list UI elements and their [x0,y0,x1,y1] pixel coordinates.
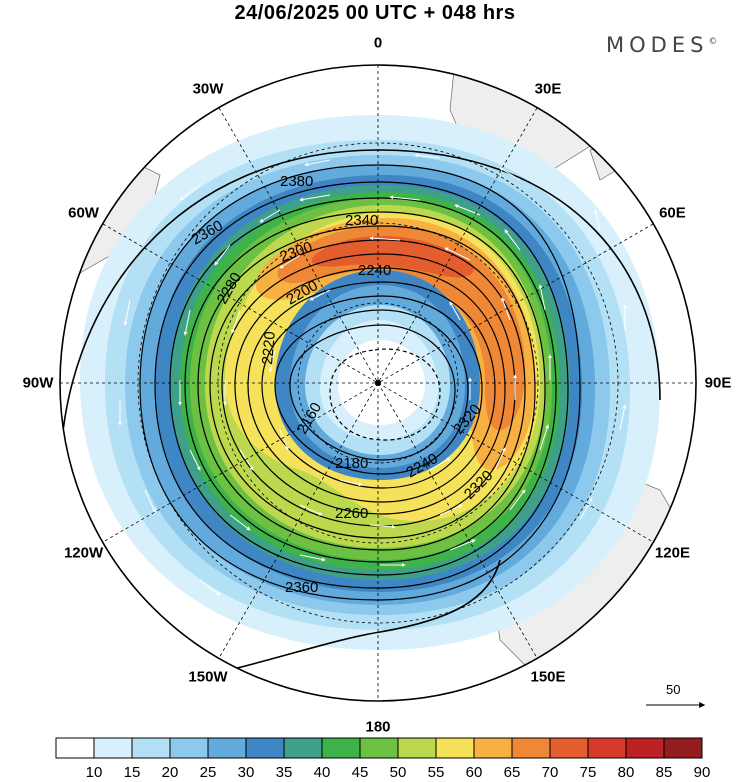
contour-label: 2380 [280,173,313,190]
colorbar-swatch [473,737,513,759]
height-contours [60,149,661,681]
brand-text: MODES [606,33,709,57]
colorbar-swatch [359,737,399,759]
vector-reference-arrow [646,702,706,708]
colorbar-swatch [169,737,209,759]
longitude-label-30W: 30W [192,80,224,98]
modes-logo: MODES© [606,33,717,57]
contour-label: 2220 [259,331,279,366]
longitude-label-60W: 60W [68,204,99,222]
colorbar-tick-label: 55 [427,764,445,781]
colorbar [55,737,703,759]
colorbar-tick-label: 90 [693,764,711,781]
colorbar-swatch [93,737,133,759]
colorbar-swatch [587,737,627,759]
colorbar-tick-label: 70 [541,764,559,781]
colorbar-tick-label: 25 [199,764,217,781]
colorbar-tick-label: 30 [237,764,255,781]
copyright-mark: © [708,37,718,47]
colorbar-tick-label: 20 [161,764,179,781]
colorbar-swatch [549,737,589,759]
colorbar-swatch [625,737,665,759]
contour-label: 2260 [335,505,368,522]
map-title: 24/06/2025 00 UTC + 048 hrs [234,2,516,24]
colorbar-tick-label: 60 [465,764,483,781]
colorbar-swatch [283,737,323,759]
colorbar-tick-label: 65 [503,764,521,781]
longitude-label-150W: 150W [188,668,228,686]
longitude-label-90W: 90W [22,374,54,392]
colorbar-swatch [321,737,361,759]
longitude-label-60E: 60E [659,204,686,222]
colorbar-swatch [663,737,703,759]
longitude-label-120E: 120E [654,544,690,562]
band-10-inner [338,340,425,425]
globe-outline [59,64,697,702]
longitude-label-180: 180 [365,718,391,736]
pole-marker [375,380,381,386]
colorbar-tick-label: 35 [275,764,293,781]
longitude-label-0: 0 [373,34,383,52]
colorbar-tick-label: 40 [313,764,331,781]
contour-label: 2180 [335,455,368,472]
longitude-label-30E: 30E [534,80,562,98]
colorbar-tick-label: 45 [351,764,369,781]
longitude-label-150E: 150E [530,668,566,686]
colorbar-swatch [511,737,551,759]
colorbar-swatch [397,737,437,759]
wind-vectors [118,153,627,596]
colorbar-tick-label: 85 [655,764,673,781]
colorbar-tick-label: 75 [579,764,597,781]
colorbar-swatch [55,737,95,759]
colorbar-tick-label: 15 [123,764,141,781]
colorbar-swatch [131,737,171,759]
longitude-label-90E: 90E [704,374,732,392]
wind-speed-fill [80,115,660,650]
colorbar-swatch [207,737,247,759]
colorbar-swatch [435,737,475,759]
colorbar-tick-label: 80 [617,764,635,781]
colorbar-tick-label: 50 [389,764,407,781]
colorbar-swatch [245,737,285,759]
vector-reference-label: 50 [666,682,681,697]
contour-label: 2340 [345,212,378,229]
longitude-label-120W: 120W [63,544,104,562]
contour-label: 2240 [358,262,391,279]
colorbar-tick-label: 10 [85,764,103,781]
contour-label: 2360 [285,579,318,596]
